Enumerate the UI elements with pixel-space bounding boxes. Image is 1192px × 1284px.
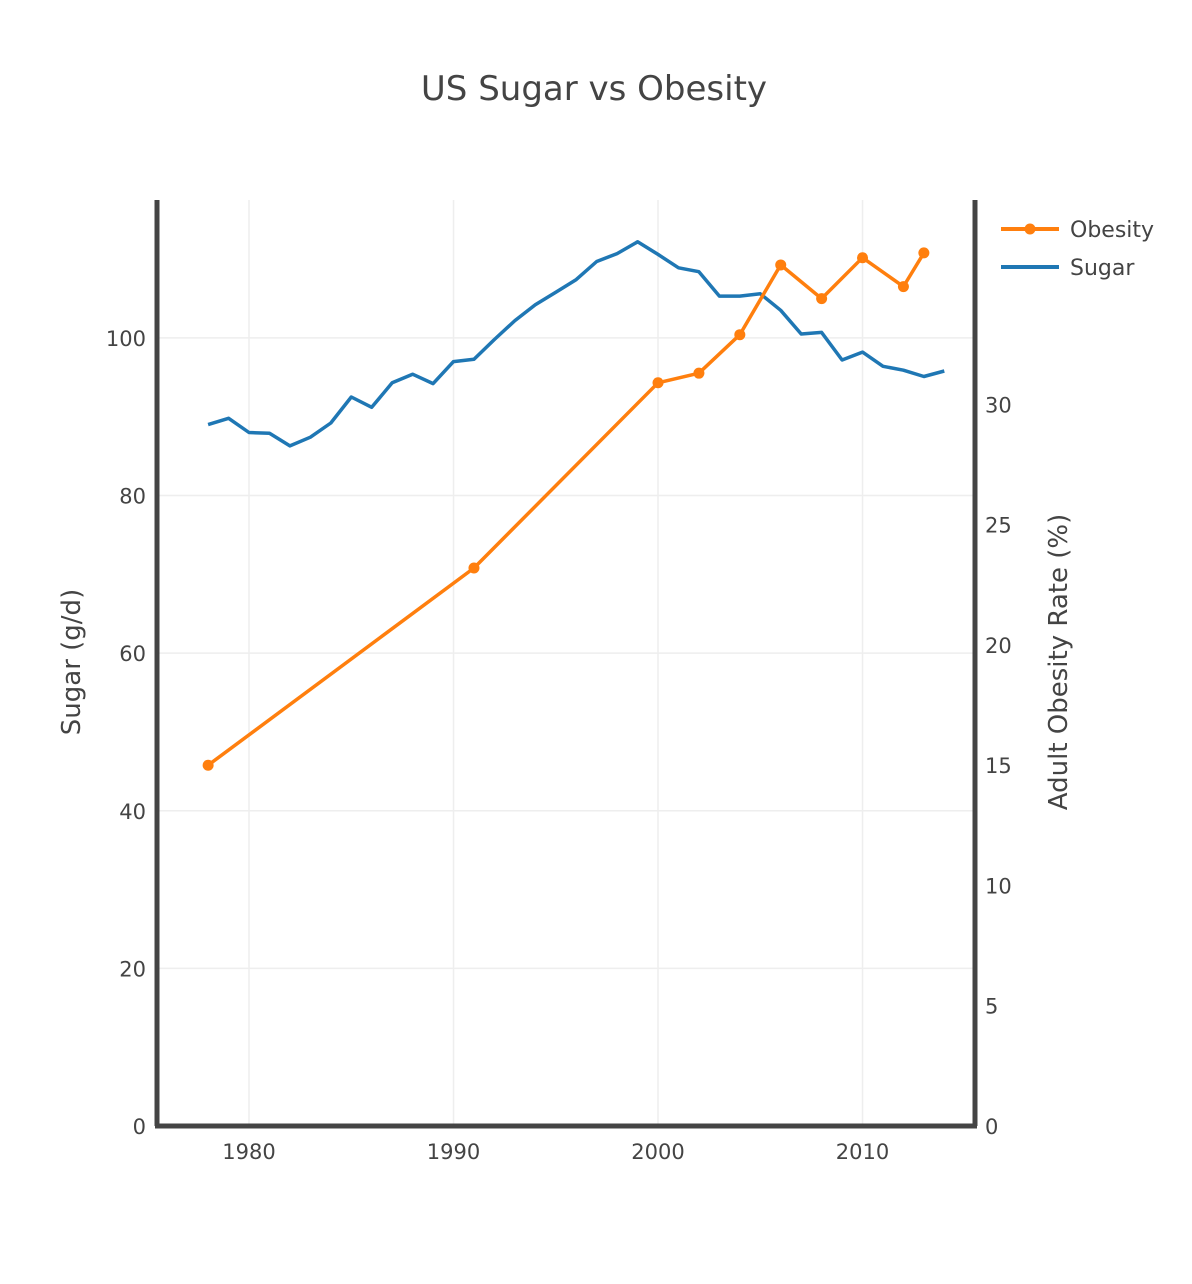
- y2-tick-label: 5: [985, 995, 998, 1019]
- data-point-obesity[interactable]: [693, 367, 705, 379]
- y2-tick-label: 25: [985, 514, 1012, 538]
- data-point-obesity[interactable]: [816, 293, 828, 305]
- y-tick-label: 60: [119, 642, 146, 666]
- y2-tick-label: 10: [985, 874, 1012, 898]
- data-point-obesity[interactable]: [918, 247, 930, 259]
- legend-label-obesity: Obesity: [1070, 218, 1154, 243]
- data-point-obesity[interactable]: [857, 252, 869, 264]
- y-tick-label: 20: [119, 957, 146, 981]
- x-tick-label: 1990: [427, 1140, 480, 1164]
- y-tick-label: 100: [106, 327, 146, 351]
- data-point-obesity[interactable]: [468, 562, 480, 574]
- data-point-obesity[interactable]: [897, 281, 909, 293]
- x-tick-label: 2010: [836, 1140, 889, 1164]
- tick-labels: 1980 1990 2000 2010 0 20 40 60 80 100 0 5 10 15 20 25 30: [106, 327, 1012, 1164]
- y-tick-label: 80: [119, 485, 146, 509]
- y-tick-label: 0: [133, 1115, 146, 1139]
- y2-tick-label: 15: [985, 754, 1012, 778]
- y-axis-title: Sugar (g/d): [57, 589, 87, 735]
- plot-area: [202, 240, 945, 771]
- x-tick-label: 1980: [222, 1140, 275, 1164]
- legend[interactable]: Obesity Sugar: [1001, 218, 1154, 281]
- series-line-sugar: [207, 240, 945, 448]
- chart-title: US Sugar vs Obesity: [421, 69, 767, 109]
- y2-axis-title: Adult Obesity Rate (%): [1044, 514, 1074, 810]
- legend-item-obesity[interactable]: Obesity: [1001, 218, 1154, 243]
- data-point-obesity[interactable]: [202, 759, 214, 771]
- y2-tick-label: 20: [985, 634, 1012, 658]
- grid: [157, 200, 975, 1126]
- legend-label-sugar: Sugar: [1070, 256, 1135, 281]
- data-point-obesity[interactable]: [734, 329, 746, 341]
- data-point-obesity[interactable]: [652, 377, 664, 389]
- data-point-obesity[interactable]: [775, 259, 787, 271]
- legend-item-sugar[interactable]: Sugar: [1001, 256, 1135, 281]
- legend-marker-obesity: [1024, 223, 1036, 235]
- x-tick-label: 2000: [631, 1140, 684, 1164]
- y2-tick-label: 30: [985, 393, 1012, 417]
- y2-tick-label: 0: [985, 1115, 998, 1139]
- series-line-obesity: [207, 251, 926, 767]
- y-tick-label: 40: [119, 800, 146, 824]
